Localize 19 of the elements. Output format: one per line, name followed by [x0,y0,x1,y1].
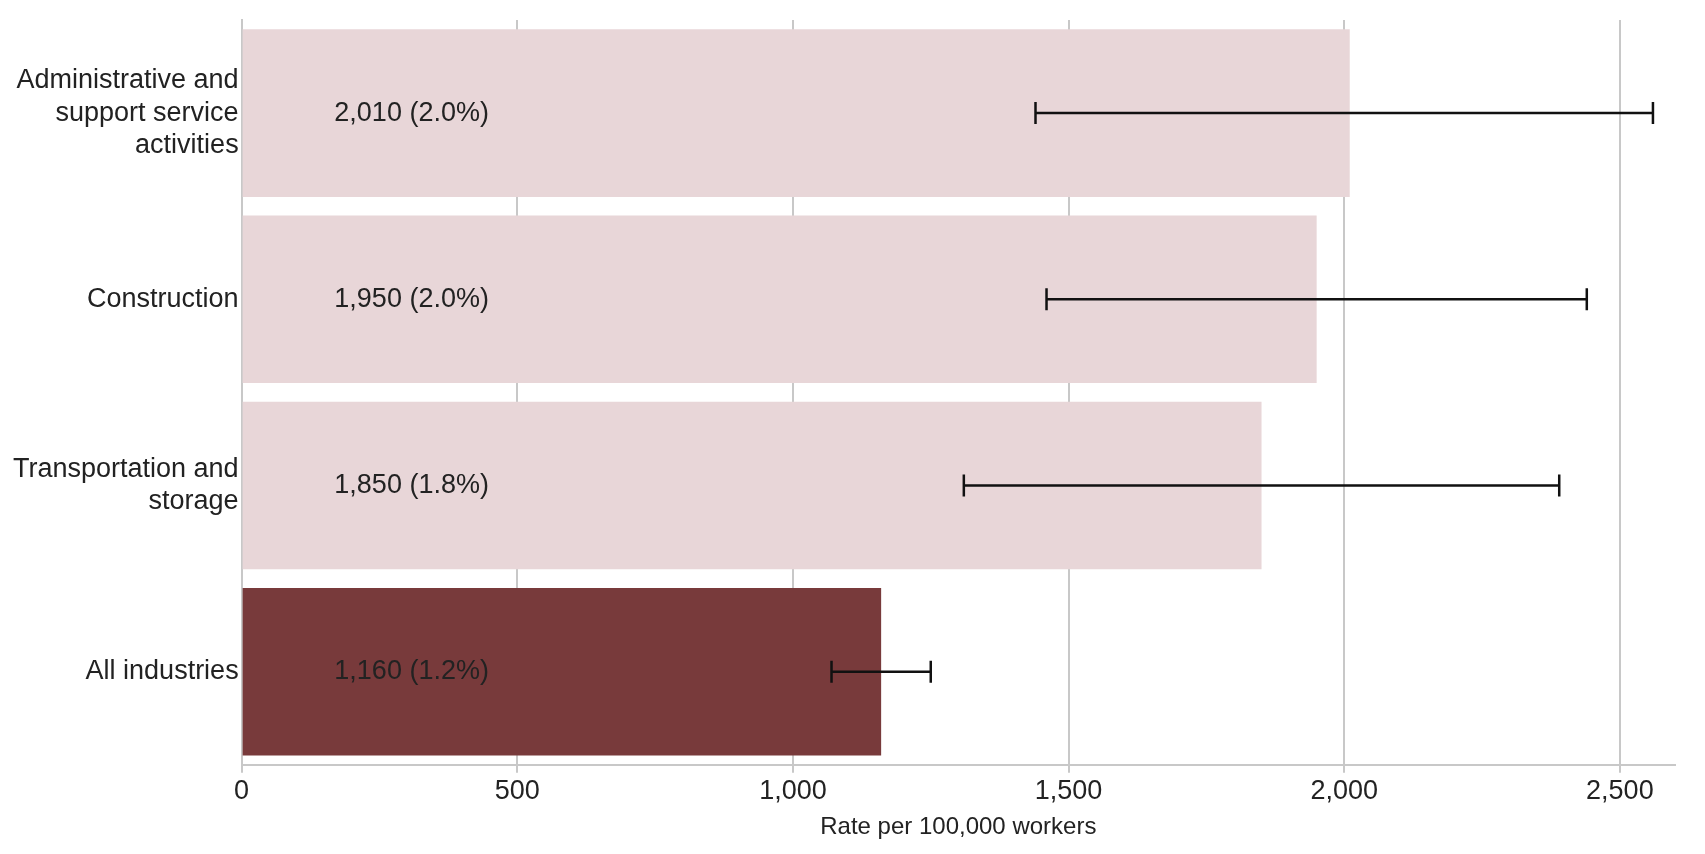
y-tick-label: Transportation and storage [13,452,239,516]
bar [242,215,1317,384]
y-tick-label: Construction [87,282,239,313]
data-label: 2,010 (2.0%) [334,96,489,127]
bar [242,29,1350,197]
bar [242,401,1262,570]
x-tick-label: 1,000 [759,775,827,806]
data-label: 1,160 (1.2%) [334,655,489,686]
data-label: 1,950 (2.0%) [334,282,489,313]
data-label: 1,850 (1.8%) [334,468,489,499]
y-tick-label: Administrative and support service activities [16,64,239,159]
x-tick-label: 500 [494,775,540,806]
x-tick-label: 1,500 [1034,775,1103,806]
x-tick-label: 2,000 [1310,775,1379,806]
bar [242,587,882,756]
y-tick-label: All industries [85,655,239,686]
x-tick-label: 2,500 [1586,775,1654,806]
x-tick-label: 0 [234,775,250,806]
x-axis-title: Rate per 100,000 workers [820,812,1097,840]
